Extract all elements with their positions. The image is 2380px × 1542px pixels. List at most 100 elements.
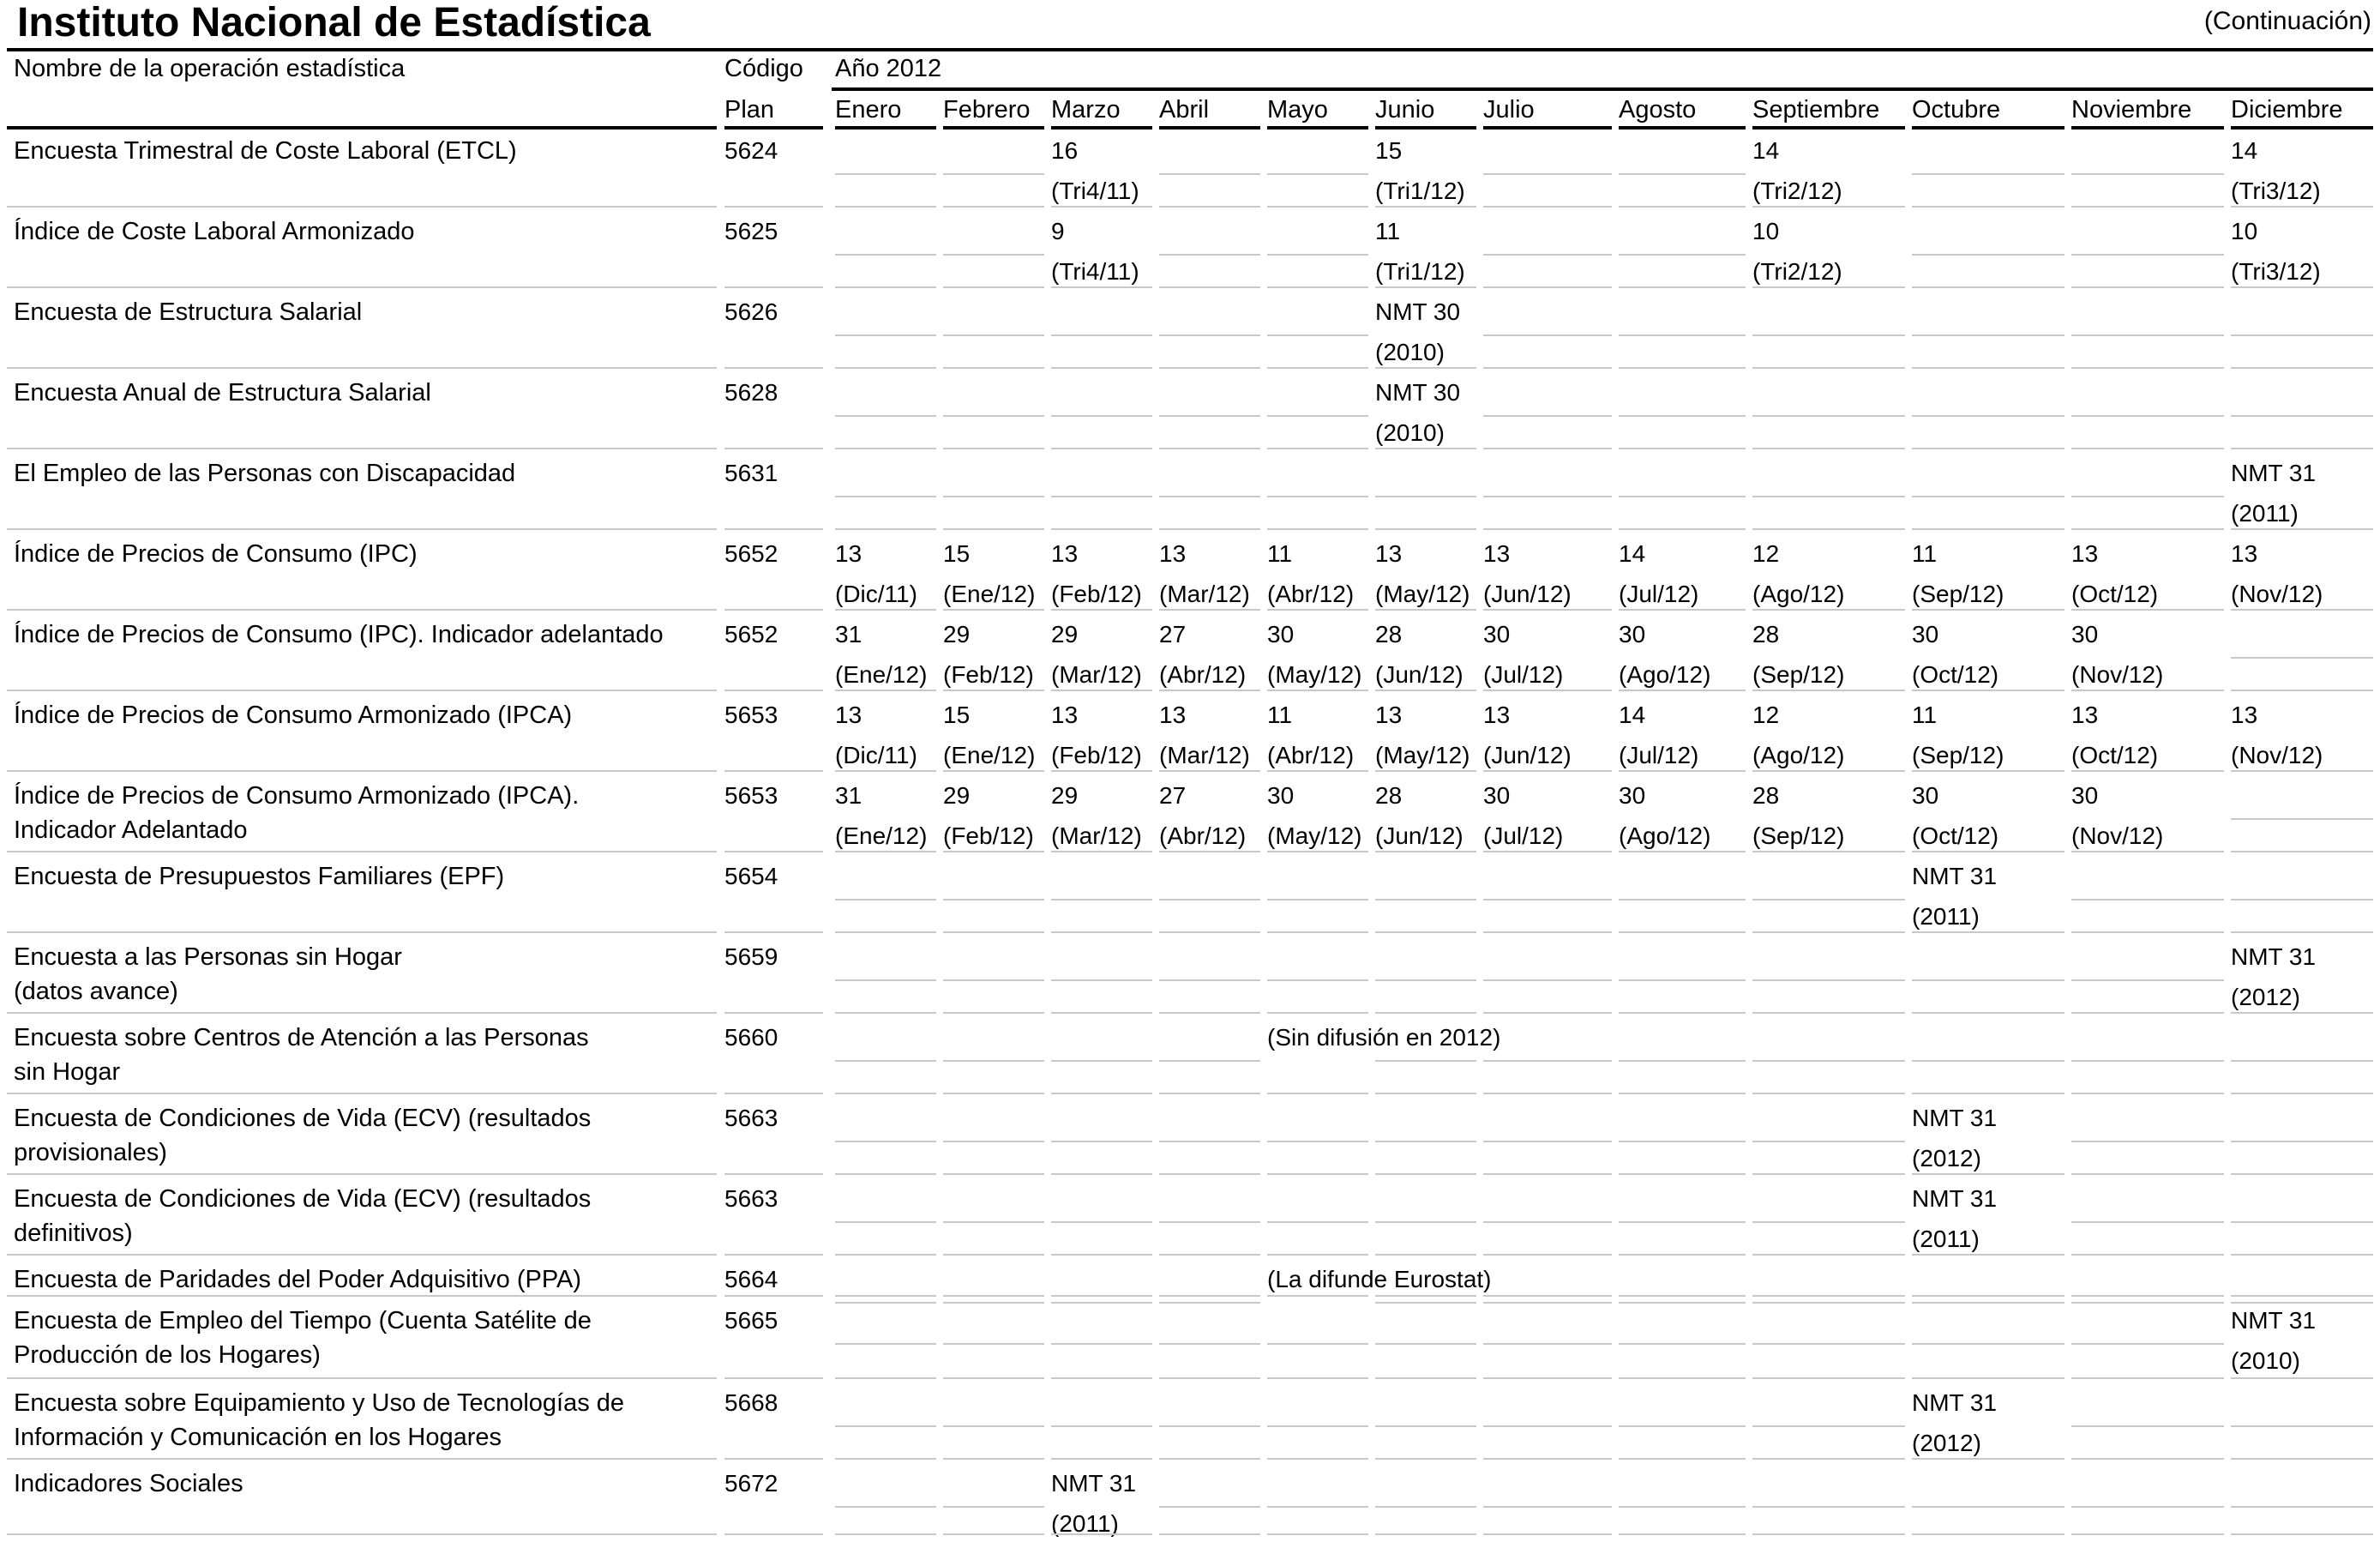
month-header-12: Diciembre [2231, 96, 2343, 123]
cell-mid-separator [2071, 496, 2224, 497]
row-separator [835, 286, 936, 288]
row-separator [2231, 1458, 2373, 1460]
release-date: 11 [1375, 218, 1401, 244]
release-date: NMT 31 [1912, 863, 1998, 889]
row-separator [943, 851, 1044, 852]
cell-mid-separator [943, 899, 1044, 901]
row-separator [1912, 1458, 2064, 1460]
header-bottom-rule-month [1051, 126, 1152, 130]
row-separator [835, 1254, 936, 1256]
operation-name: Índice de Coste Laboral Armonizado [14, 218, 415, 245]
row-separator [943, 367, 1044, 369]
cell-mid-separator [943, 1141, 1044, 1142]
cell-mid-separator [1912, 1343, 2064, 1345]
reference-period: (Abr/12) [1159, 822, 1247, 849]
row-separator [1619, 206, 1746, 208]
header-bottom-rule-month [2231, 126, 2373, 130]
operation-name: El Empleo de las Personas con Discapacid… [14, 460, 516, 487]
row-separator [7, 1533, 717, 1535]
plan-code: 5660 [724, 1024, 778, 1051]
row-separator [1375, 770, 1476, 772]
cell-mid-separator [1752, 1141, 1905, 1142]
row-separator [1752, 1533, 1905, 1535]
cell-mid-separator [2071, 1343, 2224, 1345]
month-header-11: Noviembre [2071, 96, 2192, 123]
month-header-10: Octubre [1912, 96, 2001, 123]
row-separator [7, 931, 717, 933]
cell-mid-separator [943, 173, 1044, 175]
row-separator [1912, 1295, 2064, 1297]
cell-mid-separator [1619, 1221, 1746, 1223]
cell-mid-separator [943, 415, 1044, 417]
row-separator [1375, 609, 1476, 611]
row-separator [2071, 1254, 2224, 1256]
row-separator [724, 1533, 823, 1535]
cell-mid-separator [1159, 1141, 1260, 1142]
cell-mid-separator [1752, 415, 1905, 417]
release-date: NMT 30 [1375, 379, 1461, 406]
row-separator [7, 1254, 717, 1256]
cell-mid-separator [1619, 496, 1746, 497]
cell-mid-separator [1375, 1302, 1476, 1304]
row-separator [2071, 1173, 2224, 1175]
row-separator [1051, 1458, 1152, 1460]
continuation-label: (Continuación) [2203, 7, 2371, 35]
row-separator [724, 1254, 823, 1256]
row-separator [835, 1533, 936, 1535]
cell-mid-separator [1912, 1302, 2064, 1304]
row-separator [1159, 448, 1260, 449]
row-separator [1159, 1533, 1260, 1535]
reference-period: (Sep/12) [1752, 822, 1845, 849]
reference-period: (Tri4/11) [1051, 178, 1139, 204]
row-separator [7, 851, 717, 852]
cell-mid-separator [1375, 899, 1476, 901]
reference-period: (Mar/12) [1159, 742, 1250, 768]
row-separator [1752, 367, 1905, 369]
row-separator [724, 851, 823, 852]
operation-name: Encuesta de Presupuestos Familiares (EPF… [14, 863, 505, 890]
row-separator [1619, 770, 1746, 772]
operation-name: sin Hogar [14, 1058, 121, 1086]
row-separator [724, 367, 823, 369]
row-separator [943, 1533, 1044, 1535]
row-separator [1483, 1377, 1612, 1379]
row-separator [1375, 931, 1476, 933]
cell-mid-separator [1159, 1506, 1260, 1508]
release-date: 15 [943, 702, 971, 728]
row-separator [1912, 851, 2064, 852]
row-separator [1912, 367, 2064, 369]
cell-mid-separator [1619, 173, 1746, 175]
row-separator [1912, 609, 2064, 611]
row-separator [2071, 286, 2224, 288]
reference-period: (2011) [2231, 500, 2299, 527]
release-date: 28 [1752, 621, 1780, 648]
release-date: 15 [1375, 137, 1403, 164]
row-separator [835, 1377, 936, 1379]
row-separator [835, 1458, 936, 1460]
cell-mid-separator [1752, 496, 1905, 497]
release-date: 13 [1375, 702, 1403, 728]
row-separator [835, 851, 936, 852]
row-separator [1752, 931, 1905, 933]
cell-mid-separator [1619, 1343, 1746, 1345]
cell-mid-separator [1619, 334, 1746, 336]
row-separator [1051, 367, 1152, 369]
row-separator [1375, 1093, 1476, 1094]
plan-code: 5654 [724, 863, 778, 889]
reference-period: (Tri1/12) [1375, 258, 1465, 285]
row-separator [7, 1377, 717, 1379]
plan-code: 5663 [724, 1185, 778, 1212]
cell-mid-separator [2071, 979, 2224, 981]
row-separator [1375, 1458, 1476, 1460]
release-date: 13 [2071, 702, 2099, 728]
operation-name: Producción de los Hogares) [14, 1341, 321, 1369]
cell-mid-separator [1051, 1343, 1152, 1345]
cell-mid-separator [1619, 415, 1746, 417]
row-separator [1159, 1254, 1260, 1256]
cell-mid-separator [1051, 1060, 1152, 1062]
reference-period: (Jul/12) [1483, 661, 1564, 688]
release-date: 15 [943, 540, 971, 567]
row-separator [1159, 286, 1260, 288]
column-header-name: Nombre de la operación estadística [14, 55, 406, 82]
row-separator [835, 528, 936, 530]
